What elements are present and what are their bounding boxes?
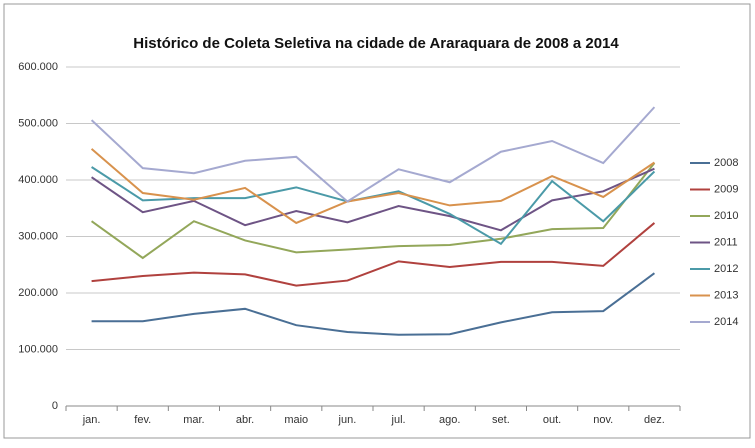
x-tick-label: jan. <box>82 414 101 426</box>
legend-label: 2011 <box>714 236 738 248</box>
x-tick-label: ago. <box>439 414 460 426</box>
legend-label: 2009 <box>714 183 738 195</box>
series-line <box>91 222 656 287</box>
x-tick-label: nov. <box>593 414 613 426</box>
x-tick-label: dez. <box>644 414 665 426</box>
series-line <box>91 167 655 232</box>
x-tick-label: fev. <box>134 414 151 426</box>
legend-label: 2012 <box>714 263 738 275</box>
y-tick-label: 100.000 <box>18 343 58 355</box>
y-tick-label: 200.000 <box>18 287 58 299</box>
chart-title: Histórico de Coleta Seletiva na cidade d… <box>133 35 619 52</box>
series-line <box>91 272 656 336</box>
series-line <box>90 106 656 203</box>
x-tick-label: set. <box>492 414 510 426</box>
x-tick-label: abr. <box>236 414 254 426</box>
legend-label: 2008 <box>714 157 738 169</box>
series-line <box>91 162 656 260</box>
series-line <box>90 148 655 225</box>
y-tick-label: 0 <box>52 400 58 412</box>
y-tick-label: 400.000 <box>18 174 58 186</box>
x-tick-label: out. <box>543 414 561 426</box>
x-tick-label: jul. <box>391 414 406 426</box>
chart-frame <box>3 3 751 439</box>
legend-label: 2014 <box>714 316 738 328</box>
x-tick-label: maio <box>284 414 308 426</box>
x-tick-label: jun. <box>338 414 357 426</box>
y-tick-label: 300.000 <box>18 230 58 242</box>
legend-label: 2010 <box>714 210 738 222</box>
legend-label: 2013 <box>714 289 738 301</box>
y-tick-label: 600.000 <box>18 61 58 73</box>
y-tick-label: 500.000 <box>18 117 58 129</box>
x-tick-label: mar. <box>183 414 204 426</box>
